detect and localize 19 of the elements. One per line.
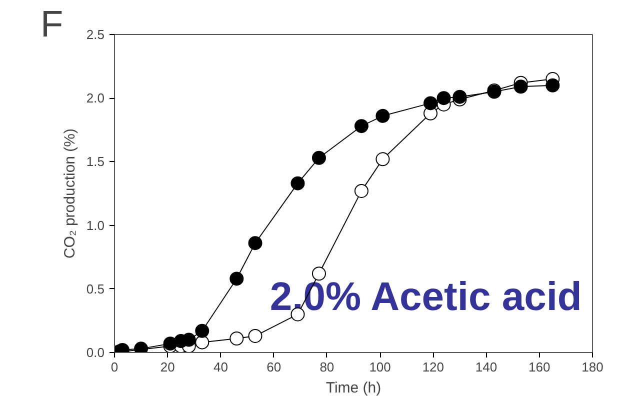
x-tick-label: 80 xyxy=(320,360,334,374)
x-axis-title: Time (h) xyxy=(326,380,382,396)
y-tick-label: 0.5 xyxy=(86,281,105,296)
y-tick-label: 2.5 xyxy=(86,27,105,42)
x-tick-label: 60 xyxy=(266,360,282,374)
y-tick-label: 1.5 xyxy=(86,154,105,170)
y-tick-label: 1.0 xyxy=(86,218,105,233)
text: F xyxy=(40,4,64,44)
y-tick-label: 2.0 xyxy=(86,90,105,106)
x-tick-label: 100 xyxy=(369,360,391,374)
y-tick-label: 0.0 xyxy=(86,345,105,360)
x-tick-label: 120 xyxy=(422,360,444,374)
y-axis-title: CO₂ production (%) xyxy=(61,128,78,259)
x-tick-label: 160 xyxy=(528,360,550,374)
x-tick-label: 20 xyxy=(160,360,175,374)
x-tick-label: 180 xyxy=(582,360,604,374)
x-tick-label: 0 xyxy=(110,360,118,374)
x-tick-label: 40 xyxy=(213,360,228,374)
x-tick-label: 140 xyxy=(475,360,498,374)
